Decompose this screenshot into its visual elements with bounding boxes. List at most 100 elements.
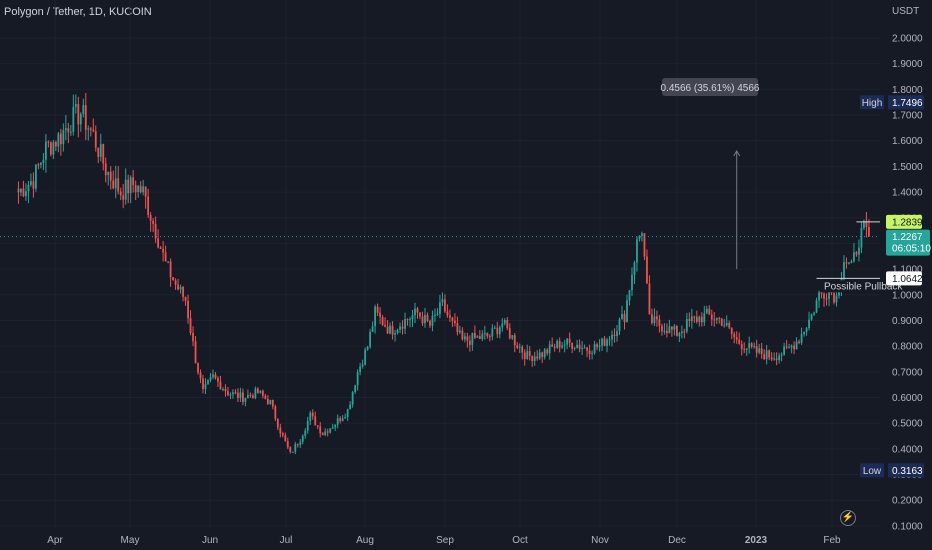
- candle-body: [286, 441, 289, 448]
- candle-body: [89, 128, 92, 130]
- y-tick-label: 1.4000: [892, 188, 923, 199]
- candle-body: [369, 331, 372, 347]
- candle-body: [501, 323, 504, 328]
- candle-body: [518, 346, 521, 348]
- y-tick-label: 1.8000: [892, 85, 923, 96]
- candle-body: [316, 425, 319, 427]
- candle-body: [279, 427, 282, 434]
- candle-body: [528, 351, 531, 356]
- candle-body: [40, 162, 42, 165]
- candle-body: [788, 347, 791, 349]
- y-tick-label: 1.1000: [892, 265, 923, 276]
- candle-body: [758, 348, 761, 353]
- candle-body: [810, 314, 813, 320]
- candle-body: [37, 164, 40, 166]
- candle-body: [688, 319, 691, 321]
- candle-body: [351, 392, 354, 405]
- candle-body: [184, 296, 187, 301]
- candle-body: [324, 431, 327, 436]
- candle-body: [750, 343, 753, 347]
- candle-body: [850, 261, 853, 263]
- candle-body: [92, 129, 95, 132]
- y-tick-label: 0.6000: [892, 393, 923, 404]
- candle-body: [341, 418, 344, 421]
- candle-body: [848, 262, 850, 264]
- candle-body: [102, 144, 105, 164]
- candle-body: [618, 319, 621, 332]
- lightning-icon[interactable]: ⚡: [840, 510, 856, 526]
- candle-body: [708, 308, 711, 315]
- candle-body: [858, 247, 860, 255]
- candle-body: [35, 164, 37, 189]
- candle-body: [344, 417, 347, 419]
- candle-body: [768, 350, 771, 358]
- candle-body: [197, 363, 199, 373]
- candle-body: [54, 142, 57, 147]
- candle-body: [232, 392, 234, 395]
- candle-body: [69, 131, 72, 133]
- candle-body: [22, 188, 25, 197]
- candle-body: [588, 350, 591, 354]
- candle-body: [289, 447, 292, 452]
- candle-body: [473, 332, 476, 338]
- candle-body: [182, 286, 184, 297]
- candle-body: [329, 428, 332, 433]
- candle-body: [573, 347, 576, 349]
- resistance-tag-value: 1.2839: [892, 217, 923, 228]
- candle-body: [695, 316, 698, 322]
- high-value-box: [888, 95, 924, 110]
- candle-body: [149, 215, 152, 221]
- y-tick-label: 1.9000: [892, 59, 923, 70]
- candle-body: [683, 331, 686, 333]
- candle-body: [468, 340, 471, 345]
- candle-body: [429, 320, 431, 326]
- countdown-value: 06:05:10: [892, 244, 931, 255]
- candle-body: [638, 235, 641, 240]
- candle-body: [259, 390, 262, 393]
- low-value: 0.3163: [892, 466, 923, 477]
- candle-body: [52, 142, 55, 155]
- candle-body: [598, 345, 601, 348]
- candle-body: [476, 336, 479, 338]
- candle-body: [204, 383, 207, 389]
- candle-body: [207, 380, 209, 384]
- candle-body: [162, 248, 165, 253]
- candle-body: [79, 113, 82, 125]
- candle-body: [394, 333, 396, 335]
- candle-body: [586, 347, 588, 351]
- x-tick-label: Oct: [512, 535, 528, 546]
- candle-body: [491, 328, 494, 337]
- candle-body: [127, 179, 130, 194]
- candle-body: [114, 178, 117, 189]
- candle-body: [271, 400, 274, 407]
- axis-unit-label: USDT: [892, 6, 919, 17]
- x-tick-label: Feb: [823, 535, 841, 546]
- candle-body: [825, 298, 828, 300]
- candle-body: [30, 181, 32, 185]
- candle-body: [384, 324, 386, 327]
- candle-body: [546, 349, 549, 354]
- candle-body: [710, 314, 713, 320]
- candle-body: [276, 418, 279, 428]
- candle-body: [808, 319, 810, 329]
- candle-body: [833, 292, 835, 303]
- x-tick-label: Aug: [356, 535, 374, 546]
- candle-body: [62, 130, 65, 145]
- candle-body: [284, 435, 287, 442]
- candle-body: [109, 171, 112, 181]
- candle-body: [139, 185, 142, 193]
- candle-body: [334, 424, 337, 428]
- candle-body: [234, 392, 237, 394]
- candle-body: [224, 388, 227, 392]
- candle-body: [543, 349, 546, 358]
- candle-body: [229, 394, 232, 396]
- candle-body: [738, 339, 741, 344]
- candle-body: [57, 133, 60, 147]
- candle-body: [44, 141, 47, 160]
- candle-body: [533, 356, 536, 362]
- candle-body: [144, 186, 147, 197]
- candle-body: [838, 290, 840, 296]
- candle-body: [147, 196, 150, 216]
- candle-body: [74, 104, 77, 107]
